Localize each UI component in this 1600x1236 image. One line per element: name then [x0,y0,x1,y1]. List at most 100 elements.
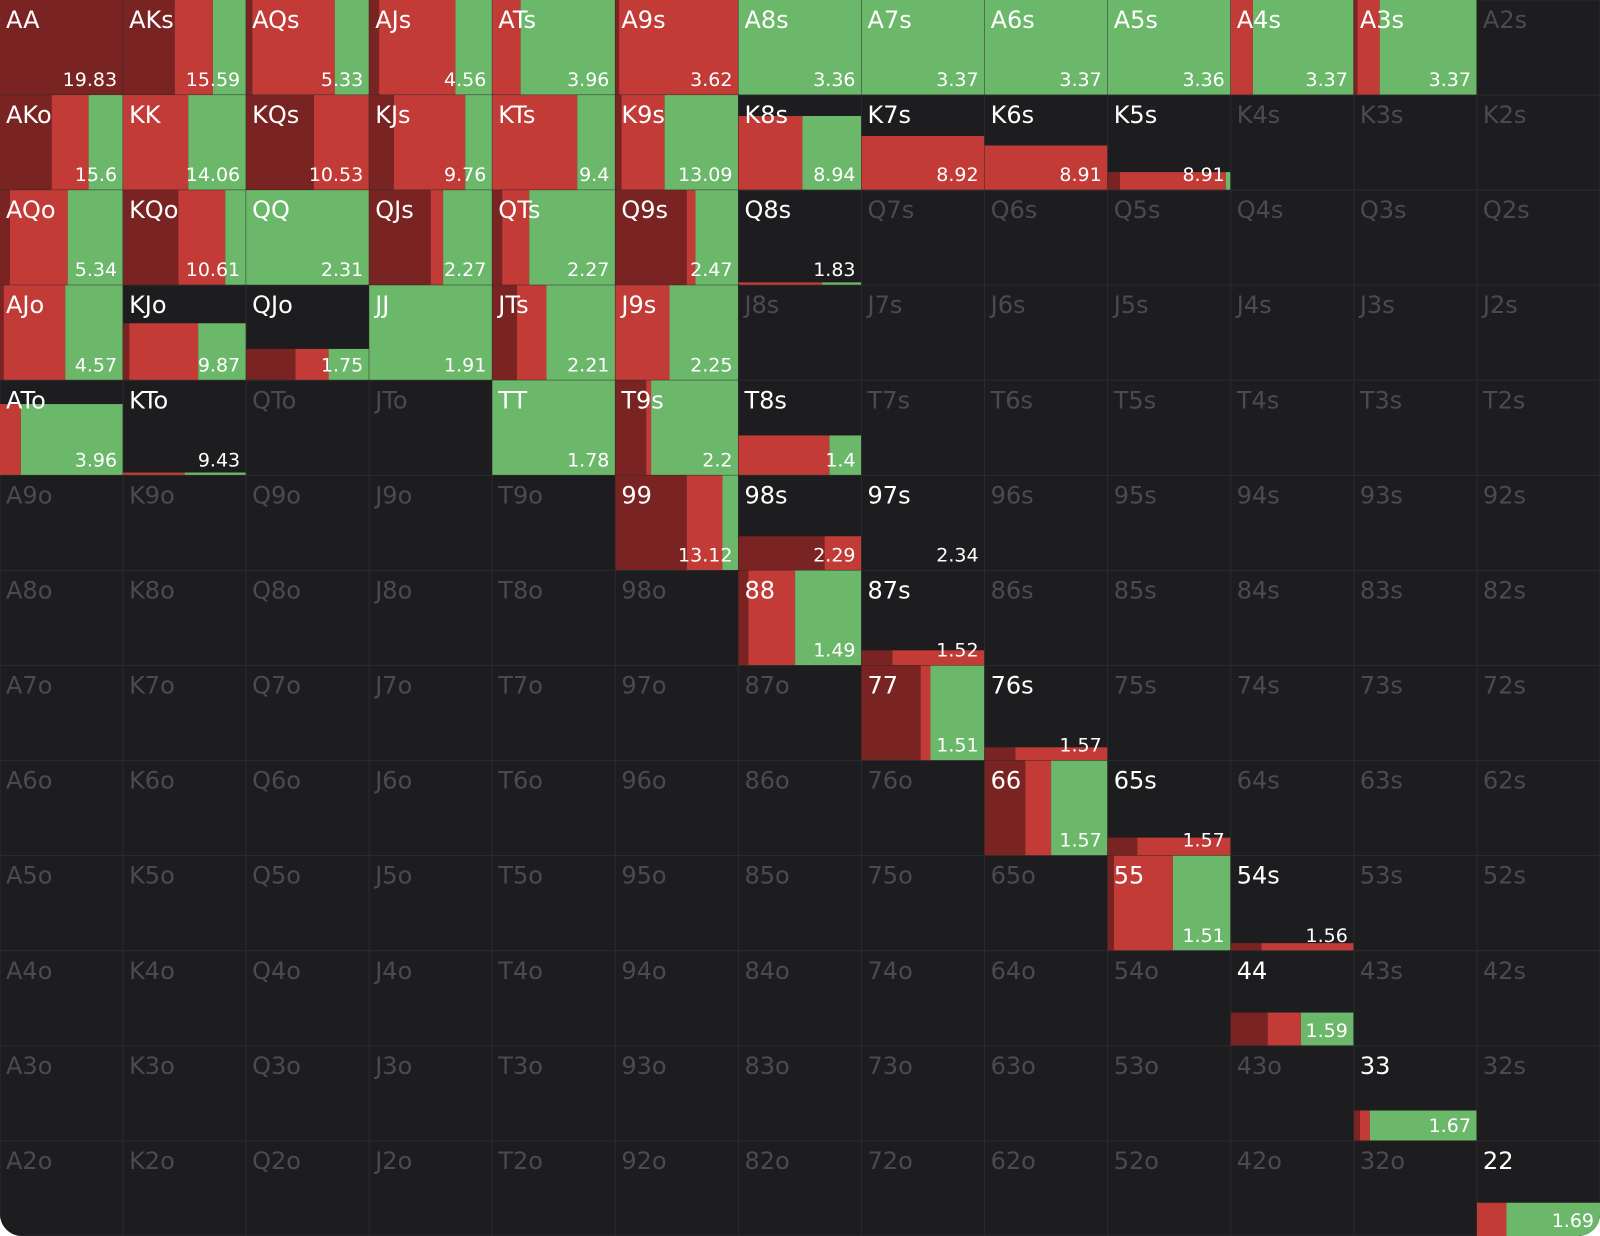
hand-cell[interactable]: 8.94 K8s [737,94,863,191]
hand-cell[interactable]: J4s [1230,284,1355,381]
hand-cell[interactable]: 1.49 88 [737,569,863,667]
hand-cell[interactable]: 64s [1230,760,1355,857]
hand-cell[interactable]: A8o [0,569,124,667]
hand-cell[interactable]: 74s [1230,665,1355,762]
hand-cell[interactable]: Q7s [861,189,986,286]
hand-cell[interactable]: 53o [1107,1045,1232,1142]
hand-cell[interactable]: 8.92 K7s [861,94,986,191]
hand-cell[interactable]: 52s [1476,855,1600,952]
hand-cell[interactable]: Q6s [984,189,1109,286]
hand-cell[interactable]: K8o [122,569,247,667]
hand-cell[interactable]: 1.4 T8s [737,379,863,476]
hand-cell[interactable]: 3.37 A6s [984,0,1109,96]
hand-cell[interactable]: 65o [984,855,1109,952]
hand-cell[interactable]: 85s [1107,569,1232,667]
hand-cell[interactable]: 10.53 KQs [245,94,370,191]
hand-cell[interactable]: 9.76 KJs [368,94,493,191]
hand-cell[interactable]: 2.2 T9s [614,379,739,476]
hand-cell[interactable]: 3.37 A7s [861,0,986,96]
hand-cell[interactable]: 5.34 AQo [0,189,124,286]
hand-cell[interactable]: T7s [861,379,986,476]
hand-cell[interactable]: 5.33 AQs [245,0,370,96]
hand-cell[interactable]: 3.37 A3s [1353,0,1478,96]
hand-cell[interactable]: A4o [0,950,124,1047]
hand-cell[interactable]: 9.87 KJo [122,284,247,381]
hand-cell[interactable]: 1.78 TT [491,379,616,476]
hand-cell[interactable]: 63s [1353,760,1478,857]
hand-cell[interactable]: Q7o [245,665,370,762]
hand-cell[interactable]: T9o [491,474,616,571]
hand-cell[interactable]: 93o [614,1045,739,1142]
hand-cell[interactable]: A5o [0,855,124,952]
hand-cell[interactable]: 1.69 22 [1476,1140,1600,1236]
hand-cell[interactable]: T3s [1353,379,1478,476]
hand-cell[interactable]: 3.36 A5s [1107,0,1232,96]
hand-cell[interactable]: T6s [984,379,1109,476]
hand-cell[interactable]: 1.52 87s [861,569,986,667]
hand-cell[interactable]: 9.43 KTo [122,379,247,476]
hand-cell[interactable]: 98o [614,569,739,667]
hand-cell[interactable]: A7o [0,665,124,762]
hand-cell[interactable]: Q4s [1230,189,1355,286]
hand-cell[interactable]: 2.21 JTs [491,284,616,381]
hand-cell[interactable]: 32o [1353,1140,1478,1236]
hand-cell[interactable]: 72s [1476,665,1600,762]
hand-cell[interactable]: 1.83 Q8s [737,189,863,286]
hand-cell[interactable]: 97o [614,665,739,762]
hand-cell[interactable]: 96o [614,760,739,857]
hand-cell[interactable]: 3.96 ATo [0,379,124,476]
hand-cell[interactable]: T2s [1476,379,1600,476]
hand-cell[interactable]: K2s [1476,94,1600,191]
hand-cell[interactable]: 95s [1107,474,1232,571]
hand-cell[interactable]: 63o [984,1045,1109,1142]
hand-cell[interactable]: T6o [491,760,616,857]
hand-cell[interactable]: 64o [984,950,1109,1047]
hand-cell[interactable]: 74o [861,950,986,1047]
hand-cell[interactable]: 2.31 QQ [245,189,370,286]
hand-cell[interactable]: 2.27 QJs [368,189,493,286]
hand-cell[interactable]: 1.75 QJo [245,284,370,381]
hand-cell[interactable]: T5o [491,855,616,952]
hand-cell[interactable]: J7o [368,665,493,762]
hand-cell[interactable]: J6s [984,284,1109,381]
hand-cell[interactable]: 10.61 KQo [122,189,247,286]
hand-cell[interactable]: K4s [1230,94,1355,191]
hand-cell[interactable]: Q3o [245,1045,370,1142]
hand-cell[interactable]: 52o [1107,1140,1232,1236]
hand-cell[interactable]: A2s [1476,0,1600,96]
hand-cell[interactable]: 72o [861,1140,986,1236]
hand-cell[interactable]: J8o [368,569,493,667]
hand-cell[interactable]: 43o [1230,1045,1355,1142]
hand-cell[interactable]: 3.36 A8s [737,0,863,96]
hand-cell[interactable]: T5s [1107,379,1232,476]
hand-cell[interactable]: 62s [1476,760,1600,857]
hand-cell[interactable]: 83s [1353,569,1478,667]
hand-cell[interactable]: J6o [368,760,493,857]
hand-cell[interactable]: 15.59 AKs [122,0,247,96]
hand-cell[interactable]: 9.4 KTs [491,94,616,191]
hand-cell[interactable]: J2s [1476,284,1600,381]
hand-cell[interactable]: Q6o [245,760,370,857]
hand-cell[interactable]: Q5o [245,855,370,952]
hand-cell[interactable]: QTo [245,379,370,476]
hand-cell[interactable]: J5o [368,855,493,952]
hand-cell[interactable]: 86s [984,569,1109,667]
hand-cell[interactable]: 2.47 Q9s [614,189,739,286]
hand-cell[interactable]: K4o [122,950,247,1047]
hand-cell[interactable]: 92s [1476,474,1600,571]
hand-cell[interactable]: 75o [861,855,986,952]
hand-cell[interactable]: 94o [614,950,739,1047]
hand-cell[interactable]: T4o [491,950,616,1047]
hand-cell[interactable]: 62o [984,1140,1109,1236]
hand-cell[interactable]: 73o [861,1045,986,1142]
hand-cell[interactable]: 1.57 76s [984,665,1109,762]
hand-cell[interactable]: A6o [0,760,124,857]
hand-cell[interactable]: 2.25 J9s [614,284,739,381]
hand-cell[interactable]: 19.83 AA [0,0,124,96]
hand-cell[interactable]: J2o [368,1140,493,1236]
hand-cell[interactable]: 84s [1230,569,1355,667]
hand-cell[interactable]: 13.09 K9s [614,94,739,191]
hand-cell[interactable]: 1.67 33 [1353,1045,1478,1142]
hand-cell[interactable]: Q3s [1353,189,1478,286]
hand-cell[interactable]: 92o [614,1140,739,1236]
